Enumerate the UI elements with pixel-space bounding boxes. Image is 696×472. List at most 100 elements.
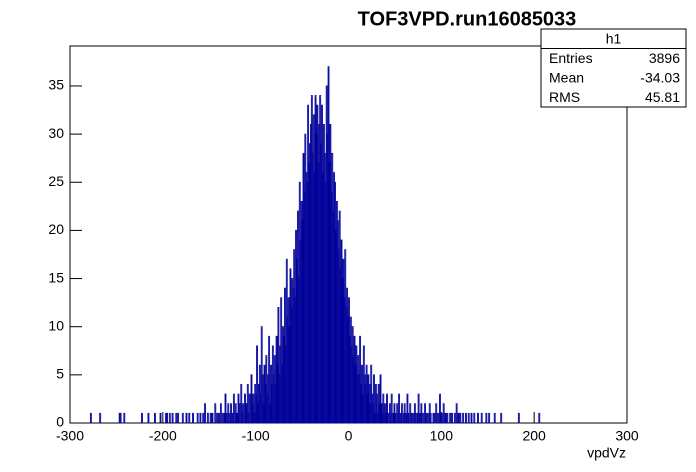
- bin: [432, 412, 435, 424]
- bin: [455, 403, 458, 424]
- bin: [147, 412, 150, 424]
- bin: [206, 412, 209, 424]
- bin: [185, 412, 188, 424]
- stats-value: 3896: [649, 50, 680, 66]
- bin: [177, 412, 180, 424]
- bin: [390, 393, 393, 424]
- bin: [171, 412, 174, 424]
- bin: [480, 412, 483, 424]
- bin: [230, 403, 232, 424]
- bin: [211, 412, 214, 424]
- x-tick-label: 200: [522, 428, 546, 444]
- stats-label: RMS: [549, 89, 580, 105]
- bin: [375, 393, 378, 424]
- bin: [373, 374, 375, 424]
- bin: [398, 393, 401, 424]
- x-tick-label: -300: [56, 428, 84, 444]
- bin: [246, 384, 249, 424]
- bin: [181, 412, 184, 424]
- bin: [252, 393, 255, 424]
- bin: [500, 412, 503, 424]
- bin: [250, 374, 253, 424]
- bin: [265, 355, 268, 424]
- bin: [192, 412, 194, 424]
- bin: [467, 412, 470, 424]
- bin: [248, 393, 251, 424]
- bin: [268, 335, 271, 424]
- bin: [422, 412, 425, 424]
- histogram: [89, 66, 541, 424]
- y-tick-label: 20: [48, 221, 64, 237]
- y-tick-label: 30: [48, 125, 64, 141]
- bin: [517, 412, 520, 424]
- stats-value: -34.03: [640, 69, 680, 85]
- y-tick-label: 0: [56, 414, 64, 430]
- stats-label: Mean: [549, 69, 584, 85]
- bin: [119, 412, 122, 424]
- bin: [473, 412, 476, 424]
- bin: [488, 412, 491, 424]
- bin: [99, 412, 102, 424]
- bin: [414, 412, 417, 424]
- bin: [444, 412, 447, 424]
- x-axis-label: vpdVz: [587, 445, 626, 461]
- y-tick-label: 15: [48, 269, 64, 285]
- bin: [216, 412, 219, 424]
- bin: [221, 412, 224, 424]
- stats-title: h1: [606, 30, 622, 46]
- x-tick-label: 300: [615, 428, 639, 444]
- bin: [429, 412, 432, 424]
- bin: [359, 335, 362, 424]
- bin: [218, 412, 220, 424]
- bin: [425, 412, 427, 424]
- bin: [440, 412, 443, 424]
- bin: [168, 412, 171, 424]
- bin: [400, 403, 403, 424]
- bin: [459, 412, 462, 424]
- bin: [196, 412, 199, 424]
- bin: [453, 412, 456, 424]
- bin: [204, 403, 206, 424]
- bin: [477, 412, 479, 424]
- bin: [224, 393, 227, 424]
- stats-value: 45.81: [645, 89, 680, 105]
- bin: [420, 403, 423, 424]
- bin: [407, 412, 410, 424]
- bin: [493, 412, 496, 424]
- bin: [242, 403, 245, 424]
- bin: [406, 393, 409, 424]
- chart-title: TOF3VPD.run16085033: [358, 8, 577, 30]
- bin: [261, 374, 264, 424]
- bin: [442, 403, 445, 424]
- bin: [256, 345, 258, 424]
- bin: [219, 403, 222, 424]
- y-tick-label: 10: [48, 317, 64, 333]
- x-tick-label: 0: [345, 428, 353, 444]
- bin: [367, 374, 370, 424]
- stats-box: [540, 28, 687, 108]
- bin: [214, 403, 217, 424]
- bin: [280, 297, 283, 424]
- bin: [386, 393, 388, 424]
- bin: [417, 393, 420, 424]
- bin: [426, 412, 429, 424]
- bin: [175, 412, 178, 424]
- bin: [159, 412, 162, 424]
- bin: [439, 393, 441, 424]
- bin: [123, 412, 126, 424]
- bin: [465, 412, 467, 424]
- bin: [277, 306, 280, 424]
- bin: [410, 412, 413, 424]
- bin: [446, 412, 449, 424]
- y-tick-label: 5: [56, 366, 64, 382]
- bin: [209, 412, 212, 424]
- bin: [435, 403, 438, 424]
- bin: [449, 412, 452, 424]
- bin: [166, 412, 168, 424]
- bin: [227, 403, 230, 424]
- bin: [154, 412, 156, 424]
- bin: [387, 412, 389, 424]
- bin: [437, 412, 439, 424]
- bin: [240, 384, 243, 424]
